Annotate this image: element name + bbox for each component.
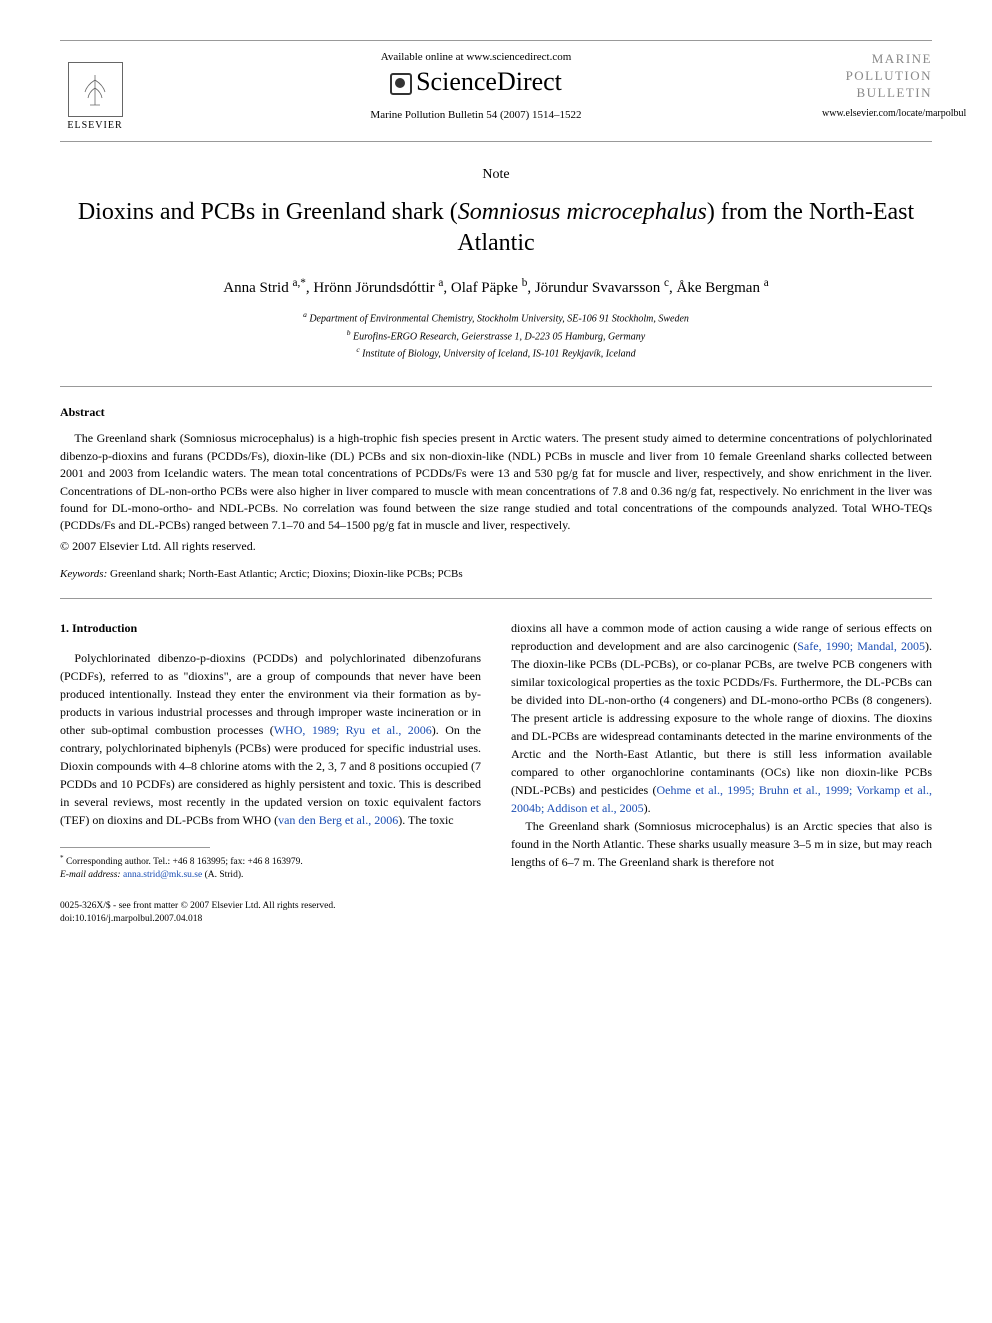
title-italic: Somniosus microcephalus: [458, 199, 707, 225]
footnote-divider: [60, 847, 210, 848]
affiliations: a Department of Environmental Chemistry,…: [60, 309, 932, 361]
divider-bottom: [60, 598, 932, 599]
footer-line1: 0025-326X/$ - see front matter © 2007 El…: [60, 901, 336, 911]
affiliation-c: Institute of Biology, University of Icel…: [362, 348, 636, 359]
col1-text2: ). On the contrary, polychlorinated biph…: [60, 723, 481, 827]
elsevier-label: ELSEVIER: [67, 120, 122, 131]
col2-text3: ).: [644, 801, 651, 815]
email-address[interactable]: anna.strid@mk.su.se: [123, 870, 202, 880]
email-label: E-mail address:: [60, 870, 121, 880]
col1-ref1[interactable]: WHO, 1989; Ryu et al., 2006: [274, 723, 432, 737]
elsevier-tree-icon: [68, 62, 123, 117]
journal-line3: BULLETIN: [856, 85, 932, 100]
intro-para-right-1: dioxins all have a common mode of action…: [511, 619, 932, 817]
footnote-block: * Corresponding author. Tel.: +46 8 1639…: [60, 854, 481, 883]
col1-text3: ). The toxic: [398, 813, 453, 827]
two-column-body: 1. Introduction Polychlorinated dibenzo-…: [60, 619, 932, 883]
abstract-copyright: © 2007 Elsevier Ltd. All rights reserved…: [60, 539, 932, 554]
footer-line2: doi:10.1016/j.marpolbul.2007.04.018: [60, 914, 202, 924]
sciencedirect-icon: [390, 73, 412, 95]
available-online-text: Available online at www.sciencedirect.co…: [130, 51, 822, 63]
journal-stylized-title: MARINE POLLUTION BULLETIN: [822, 51, 932, 102]
left-column: 1. Introduction Polychlorinated dibenzo-…: [60, 619, 481, 883]
journal-line1: MARINE: [872, 51, 932, 66]
sciencedirect-brand: ScienceDirect: [130, 67, 822, 97]
journal-line2: POLLUTION: [846, 68, 932, 83]
affiliation-a: Department of Environmental Chemistry, S…: [309, 314, 689, 325]
corresponding-author: Corresponding author. Tel.: +46 8 163995…: [66, 857, 303, 867]
authors-line: Anna Strid a,*, Hrönn Jörundsdóttir a, O…: [60, 277, 932, 297]
header-bar: ELSEVIER Available online at www.science…: [60, 40, 932, 142]
article-title: Dioxins and PCBs in Greenland shark (Som…: [60, 197, 932, 259]
intro-para-right-2: The Greenland shark (Somniosus microceph…: [511, 817, 932, 871]
introduction-heading: 1. Introduction: [60, 619, 481, 637]
col1-ref2[interactable]: van den Berg et al., 2006: [278, 813, 398, 827]
keywords-line: Keywords: Greenland shark; North-East At…: [60, 568, 932, 580]
center-header: Available online at www.sciencedirect.co…: [130, 51, 822, 121]
abstract-text: The Greenland shark (Somniosus microceph…: [60, 430, 932, 534]
footer-block: 0025-326X/$ - see front matter © 2007 El…: [60, 900, 932, 925]
affiliation-b: Eurofins-ERGO Research, Geierstrasse 1, …: [353, 331, 645, 342]
divider-top: [60, 386, 932, 387]
title-part1: Dioxins and PCBs in Greenland shark (: [78, 199, 458, 225]
journal-logo-block: MARINE POLLUTION BULLETIN www.elsevier.c…: [822, 51, 932, 119]
journal-url: www.elsevier.com/locate/marpolbul: [822, 108, 932, 119]
journal-reference: Marine Pollution Bulletin 54 (2007) 1514…: [130, 109, 822, 121]
sciencedirect-label: ScienceDirect: [416, 67, 562, 96]
note-label: Note: [60, 167, 932, 183]
keywords-label: Keywords:: [60, 568, 107, 580]
col2-text2: ). The dioxin-like PCBs (DL-PCBs), or co…: [511, 639, 932, 797]
keywords-text: Greenland shark; North-East Atlantic; Ar…: [107, 568, 462, 580]
elsevier-logo: ELSEVIER: [60, 51, 130, 131]
abstract-heading: Abstract: [60, 405, 932, 420]
intro-para-left: Polychlorinated dibenzo-p-dioxins (PCDDs…: [60, 649, 481, 829]
email-suffix: (A. Strid).: [202, 870, 243, 880]
col2-ref1[interactable]: Safe, 1990; Mandal, 2005: [797, 639, 925, 653]
right-column: dioxins all have a common mode of action…: [511, 619, 932, 883]
